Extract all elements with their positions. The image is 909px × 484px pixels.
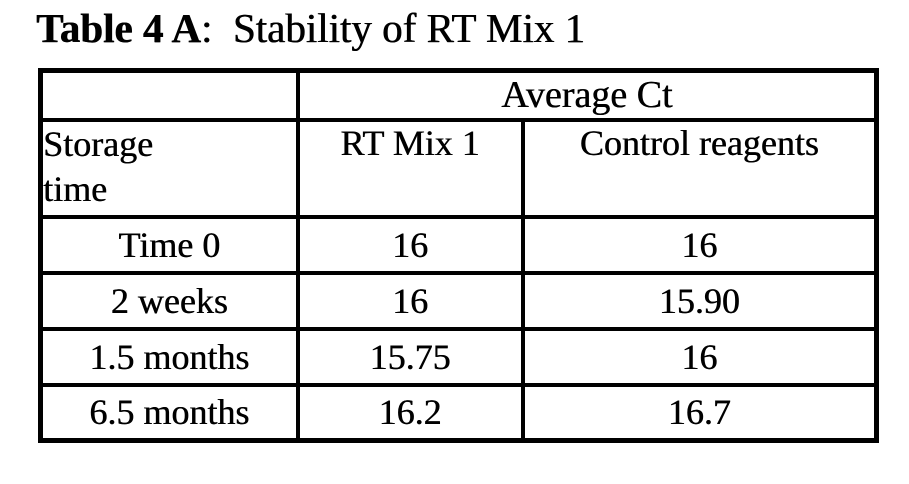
rt-mix-1-header: RT Mix 1: [295, 117, 525, 219]
table-row: 6.5 months 16.2 16.7: [38, 382, 879, 443]
table-title: Table 4 A: Stability of RT Mix 1: [36, 5, 585, 51]
average-ct-header: Average Ct: [295, 68, 879, 122]
control-reagents-cell: 16: [520, 214, 879, 275]
storage-time-cell: 1.5 months: [38, 326, 300, 387]
rt-mix-1-cell: 15.75: [295, 326, 525, 387]
table-row: Time 0 16 16: [38, 214, 879, 275]
storage-time-cell: Time 0: [38, 214, 300, 275]
control-reagents-cell: 16.7: [520, 382, 879, 443]
rt-mix-1-cell: 16: [295, 214, 525, 275]
storage-time-cell: 6.5 months: [38, 382, 300, 443]
empty-corner-cell: [38, 68, 300, 122]
rt-mix-1-cell: 16.2: [295, 382, 525, 443]
table-title-caption: : Stability of RT Mix 1: [200, 5, 585, 51]
rt-mix-1-cell: 16: [295, 270, 525, 331]
table-row: 2 weeks 16 15.90: [38, 270, 879, 331]
column-header-row: Storage time RT Mix 1 Control reagents: [38, 117, 879, 219]
control-reagents-cell: 15.90: [520, 270, 879, 331]
storage-time-header: Storage time: [38, 117, 300, 219]
table-row: 1.5 months 15.75 16: [38, 326, 879, 387]
stability-table: Average Ct Storage time RT Mix 1 Control…: [38, 68, 879, 443]
control-reagents-cell: 16: [520, 326, 879, 387]
merged-header-row: Average Ct: [38, 68, 879, 122]
control-reagents-header: Control reagents: [520, 117, 879, 219]
storage-time-cell: 2 weeks: [38, 270, 300, 331]
table-title-number: Table 4 A: [36, 5, 201, 51]
